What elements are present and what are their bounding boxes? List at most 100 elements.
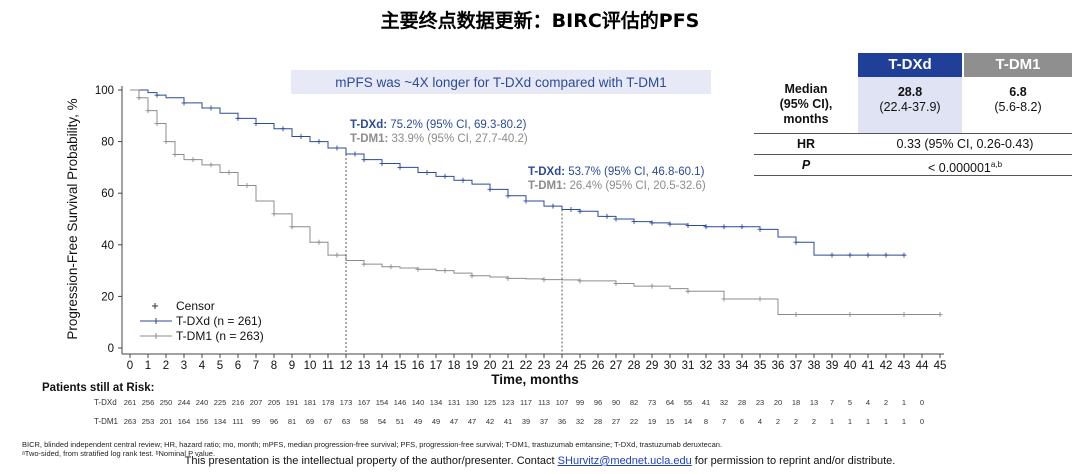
at-risk-row-label: T-DM1 [94,417,119,426]
x-tick-label: 34 [736,360,749,372]
at-risk-count: 47 [450,417,458,426]
censor-mark-t-dxd [631,219,637,225]
at-risk-count: 1 [902,417,906,426]
censor-mark-t-dxd [154,92,160,98]
censor-mark-t-dm1 [316,239,322,245]
at-risk-count: 131 [448,398,461,407]
at-risk-count: 39 [522,417,530,426]
censor-mark-t-dm1 [685,288,691,294]
censor-mark-t-dm1 [901,311,907,317]
censor-mark-t-dxd [298,133,304,139]
censor-mark-t-dxd [883,252,889,258]
header-tdxd: T-DXd [858,53,962,77]
at-risk-count: 117 [520,398,532,407]
header-tdm1: T-DM1 [964,53,1072,77]
x-tick-label: 44 [916,360,929,372]
hr-label: HR [796,137,816,151]
at-risk-count: 156 [196,417,209,426]
censor-mark-t-dxd [739,224,745,230]
at-risk-count: 1 [830,417,834,426]
x-tick-label: 4 [199,360,206,372]
at-risk-count: 67 [324,417,332,426]
at-risk-count: 13 [810,398,818,407]
at-risk-count: 140 [412,398,425,407]
p-value-cell: < 0.000001a,b [858,155,1072,175]
at-risk-count: 173 [340,398,353,407]
at-risk-count: 36 [558,417,566,426]
censor-mark-t-dm1 [208,162,214,168]
at-risk-count: 250 [160,398,173,407]
x-tick-label: 29 [646,360,659,372]
at-risk-count: 154 [376,398,389,407]
tdm1-median-value: 6.8 [1009,85,1027,99]
censor-mark-t-dxd [568,206,574,212]
censor-mark-t-dxd [253,121,259,127]
censor-mark-t-dxd [577,208,583,214]
at-risk-count: 1 [866,417,870,426]
at-risk-count: 253 [142,417,155,426]
censor-mark-t-dxd [829,252,835,258]
at-risk-count: 201 [160,417,173,426]
at-risk-count: 113 [538,398,550,407]
at-risk-count: 69 [306,417,314,426]
censor-mark-t-dxd [181,100,187,106]
censor-mark-t-dxd [397,164,403,170]
x-tick-label: 10 [304,360,317,372]
at-risk-count: 4 [866,398,870,407]
at-risk-count: 99 [252,417,260,426]
x-tick-label: 38 [808,360,821,372]
at-risk-count: 240 [196,398,209,407]
table-divider [754,133,1072,134]
contact-email-link[interactable]: SHurvitz@mednet.ucla.edu [557,455,692,467]
x-tick-label: 12 [340,360,353,372]
censor-mark-t-dxd [793,239,799,245]
at-risk-count: 0 [920,398,924,407]
at-risk-count: 28 [738,398,746,407]
x-tick-label: 45 [934,360,947,372]
x-tick-label: 21 [502,360,515,372]
y-tick-label: 100 [95,85,114,97]
y-tick-label: 20 [101,291,114,303]
at-risk-count: 2 [812,417,816,426]
at-risk-count: 27 [612,417,620,426]
x-tick-label: 40 [844,360,857,372]
at-risk-count: 2 [794,417,798,426]
censor-mark-t-dxd [550,203,556,209]
censor-mark-t-dxd [523,198,529,204]
at-risk-count: 32 [720,398,728,407]
censor-mark-t-dm1 [361,261,367,267]
at-risk-count: 111 [232,417,243,426]
x-tick-label: 32 [700,360,713,372]
censor-mark-t-dxd [442,173,448,179]
x-tick-label: 11 [322,360,334,372]
censor-mark-t-dm1 [154,121,160,127]
table-divider [754,175,1072,176]
at-risk-count: 22 [630,417,638,426]
at-risk-count: 178 [322,398,335,407]
censor-mark-t-dm1 [388,264,394,270]
x-tick-label: 14 [376,360,389,372]
censor-mark-t-dm1 [244,182,250,188]
y-tick-label: 40 [101,240,114,252]
y-tick-label: 80 [101,137,114,149]
x-tick-label: 20 [484,360,497,372]
x-tick-label: 15 [394,360,407,372]
x-tick-label: 37 [790,360,803,372]
at-risk-count: 263 [124,417,137,426]
at-risk-count: 14 [684,417,692,426]
at-risk-count: 225 [214,398,227,407]
legend-censor-label: Censor [176,299,215,313]
y-tick-label: 0 [108,343,114,355]
at-risk-count: 96 [270,417,278,426]
censor-mark-t-dm1 [289,224,295,230]
at-risk-count: 146 [394,398,407,407]
at-risk-count: 4 [758,417,762,426]
median-label: Median (95% CI), months [779,82,833,126]
x-tick-label: 18 [448,360,461,372]
x-tick-label: 8 [271,360,277,372]
x-axis-label: Time, months [491,372,579,387]
censor-mark-t-dm1 [136,95,142,101]
at-risk-count: 2 [776,417,780,426]
censor-mark-t-dxd [667,221,673,227]
at-risk-count: 96 [594,398,602,407]
